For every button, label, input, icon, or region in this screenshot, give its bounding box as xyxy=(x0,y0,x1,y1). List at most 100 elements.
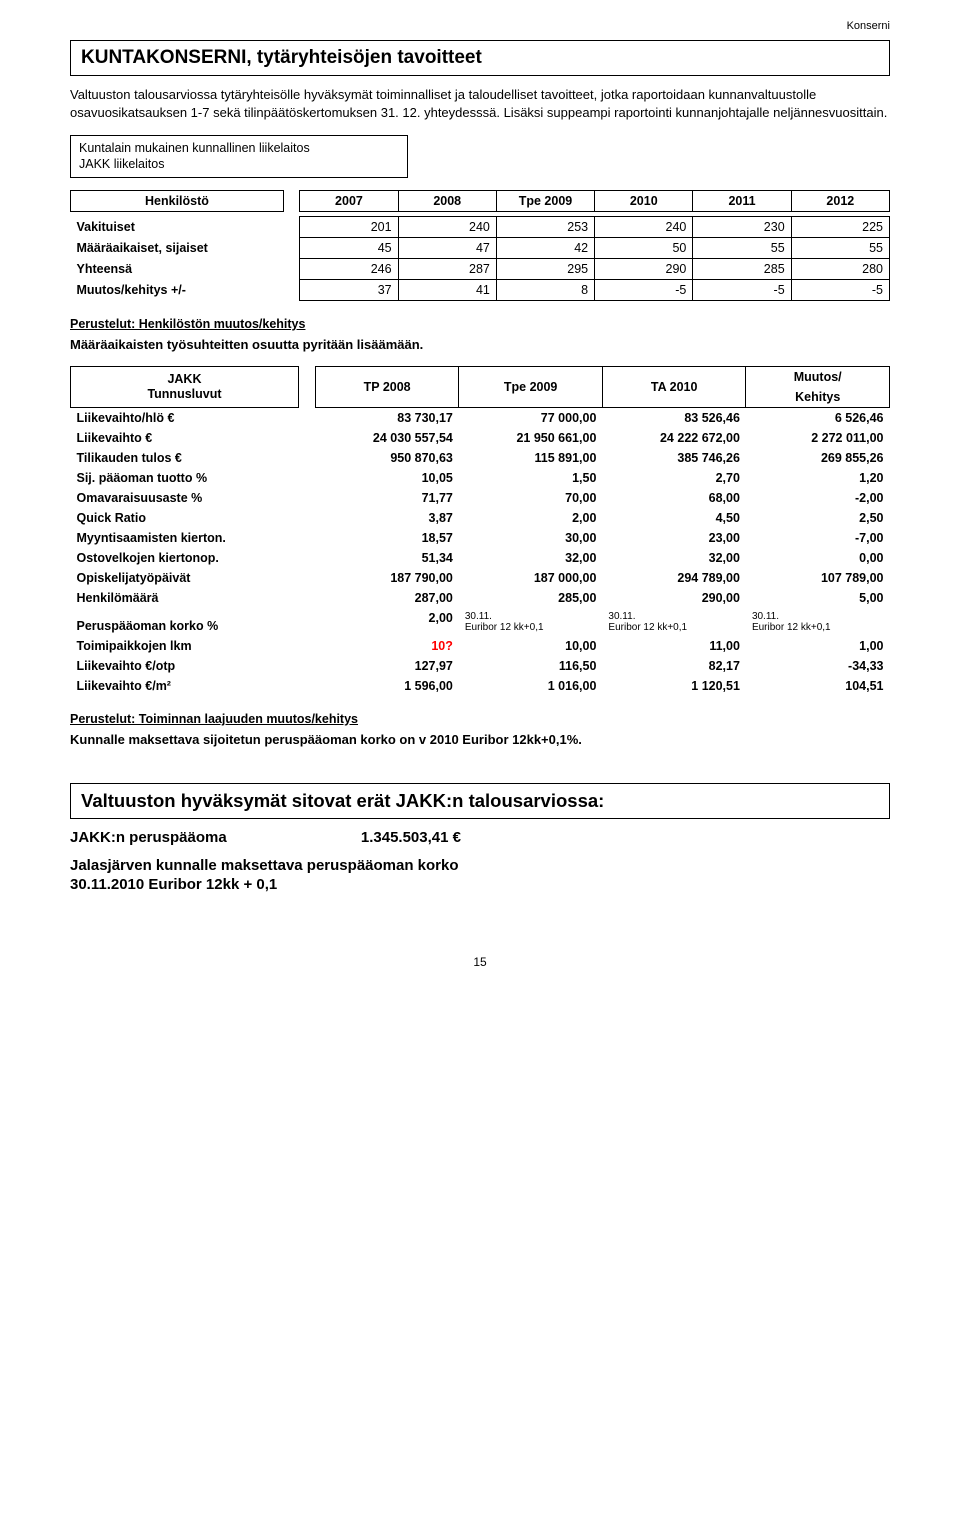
table-cell: 1 596,00 xyxy=(315,676,459,696)
table-cell: 10? xyxy=(315,636,459,656)
table-cell: 3,87 xyxy=(315,508,459,528)
table-cell: 115 891,00 xyxy=(459,448,603,468)
table-header: 2012 xyxy=(791,190,889,211)
table-cell: 1 016,00 xyxy=(459,676,603,696)
table-cell: 287 xyxy=(398,258,496,279)
table-cell: 116,50 xyxy=(459,656,603,676)
table-row-label: Tilikauden tulos € xyxy=(71,448,299,468)
table-cell: 51,34 xyxy=(315,548,459,568)
table-cell: 30,00 xyxy=(459,528,603,548)
table-cell: 107 789,00 xyxy=(746,568,890,588)
table-cell: 55 xyxy=(791,237,889,258)
table-row-label: Opiskelijatyöpäivät xyxy=(71,568,299,588)
tunnusluvut-table: JAKK Tunnusluvut TP 2008 Tpe 2009 TA 201… xyxy=(70,366,890,696)
table-cell: 32,00 xyxy=(459,548,603,568)
peruspaaoma-line: JAKK:n peruspääoma 1.345.503,41 € xyxy=(70,829,890,846)
table-cell: -34,33 xyxy=(746,656,890,676)
table-cell: 32,00 xyxy=(602,548,746,568)
table-cell: 285 xyxy=(693,258,791,279)
table-cell: 2 272 011,00 xyxy=(746,428,890,448)
table-header: Kehitys xyxy=(746,387,890,408)
table-cell: 71,77 xyxy=(315,488,459,508)
table-cell: 225 xyxy=(791,216,889,237)
henkilosto-table: Henkilöstö 2007 2008 Tpe 2009 2010 2011 … xyxy=(70,190,890,301)
table-header: Henkilöstö xyxy=(71,190,284,211)
table-cell: 47 xyxy=(398,237,496,258)
table-header: Tpe 2009 xyxy=(459,366,603,407)
peruspaaoma-label: JAKK:n peruspääoma xyxy=(70,829,227,846)
table-cell: 23,00 xyxy=(602,528,746,548)
table-cell: 294 789,00 xyxy=(602,568,746,588)
table-cell: 45 xyxy=(300,237,398,258)
table-cell: 253 xyxy=(496,216,594,237)
maaraaikaiset-line: Määräaikaisten työsuhteitten osuutta pyr… xyxy=(70,337,890,352)
table-cell: 1 120,51 xyxy=(602,676,746,696)
table-subtitle: Tunnusluvut xyxy=(147,387,221,401)
table-cell: 41 xyxy=(398,279,496,300)
table-header: 2008 xyxy=(398,190,496,211)
table-cell: 187 790,00 xyxy=(315,568,459,588)
table-cell: 55 xyxy=(693,237,791,258)
table-cell: 83 730,17 xyxy=(315,407,459,428)
page-container: Konserni KUNTAKONSERNI, tytäryhteisöjen … xyxy=(0,0,960,1528)
table-header: TA 2010 xyxy=(602,366,746,407)
table-row-label: Omavaraisuusaste % xyxy=(71,488,299,508)
table-cell: 385 746,26 xyxy=(602,448,746,468)
table-cell: 18,57 xyxy=(315,528,459,548)
table-cell: 287,00 xyxy=(315,588,459,608)
table-cell: 42 xyxy=(496,237,594,258)
intro-paragraph: Valtuuston talousarviossa tytäryhteisöll… xyxy=(70,86,890,121)
table-cell: 290 xyxy=(595,258,693,279)
table-cell: 70,00 xyxy=(459,488,603,508)
table-row-label: Liikevaihto € xyxy=(71,428,299,448)
table-cell: 10,00 xyxy=(459,636,603,656)
bottom-lines: Jalasjärven kunnalle maksettava peruspää… xyxy=(70,856,890,895)
table-cell: 4,50 xyxy=(602,508,746,528)
table-cell: 24 222 672,00 xyxy=(602,428,746,448)
table-cell: 37 xyxy=(300,279,398,300)
sitovat-erat-heading: Valtuuston hyväksymät sitovat erät JAKK:… xyxy=(70,783,890,819)
page-number: 15 xyxy=(70,955,890,969)
table-cell: 950 870,63 xyxy=(315,448,459,468)
table-cell: 5,00 xyxy=(746,588,890,608)
table-cell: 21 950 661,00 xyxy=(459,428,603,448)
table-cell: -5 xyxy=(595,279,693,300)
table-cell: 11,00 xyxy=(602,636,746,656)
table-cell: 2,70 xyxy=(602,468,746,488)
table-row-label: Sij. pääoman tuotto % xyxy=(71,468,299,488)
table-cell: 290,00 xyxy=(602,588,746,608)
table-cell: 30.11. Euribor 12 kk+0,1 xyxy=(602,608,746,636)
table-cell: 30.11. Euribor 12 kk+0,1 xyxy=(746,608,890,636)
table-row-label: Peruspääoman korko % xyxy=(71,608,299,636)
table-cell: 246 xyxy=(300,258,398,279)
table-row-label: Vakituiset xyxy=(71,216,284,237)
table-cell: 2,50 xyxy=(746,508,890,528)
table-cell: 68,00 xyxy=(602,488,746,508)
table-cell: 230 xyxy=(693,216,791,237)
table-row-label: Liikevaihto €/m² xyxy=(71,676,299,696)
table-cell: -5 xyxy=(693,279,791,300)
table-header: 2010 xyxy=(595,190,693,211)
table-row-label: Quick Ratio xyxy=(71,508,299,528)
table-cell: 2,00 xyxy=(459,508,603,528)
table-cell: 201 xyxy=(300,216,398,237)
table-cell: 127,97 xyxy=(315,656,459,676)
table-header: Tpe 2009 xyxy=(496,190,594,211)
table-cell: 104,51 xyxy=(746,676,890,696)
table-cell: 30.11. Euribor 12 kk+0,1 xyxy=(459,608,603,636)
kunnalle-line: Kunnalle maksettava sijoitetun peruspääo… xyxy=(70,732,890,747)
table-cell: -7,00 xyxy=(746,528,890,548)
table-cell: 77 000,00 xyxy=(459,407,603,428)
table-cell: 8 xyxy=(496,279,594,300)
table-header: 2007 xyxy=(300,190,398,211)
main-heading: KUNTAKONSERNI, tytäryhteisöjen tavoittee… xyxy=(70,40,890,76)
table-cell: 2,00 xyxy=(315,608,459,636)
table-cell: 1,00 xyxy=(746,636,890,656)
table-title: JAKK xyxy=(167,372,201,386)
table-cell: 50 xyxy=(595,237,693,258)
table-cell: 6 526,46 xyxy=(746,407,890,428)
table-cell: 83 526,46 xyxy=(602,407,746,428)
top-right-label: Konserni xyxy=(847,20,890,32)
table-header: 2011 xyxy=(693,190,791,211)
table-cell: 269 855,26 xyxy=(746,448,890,468)
